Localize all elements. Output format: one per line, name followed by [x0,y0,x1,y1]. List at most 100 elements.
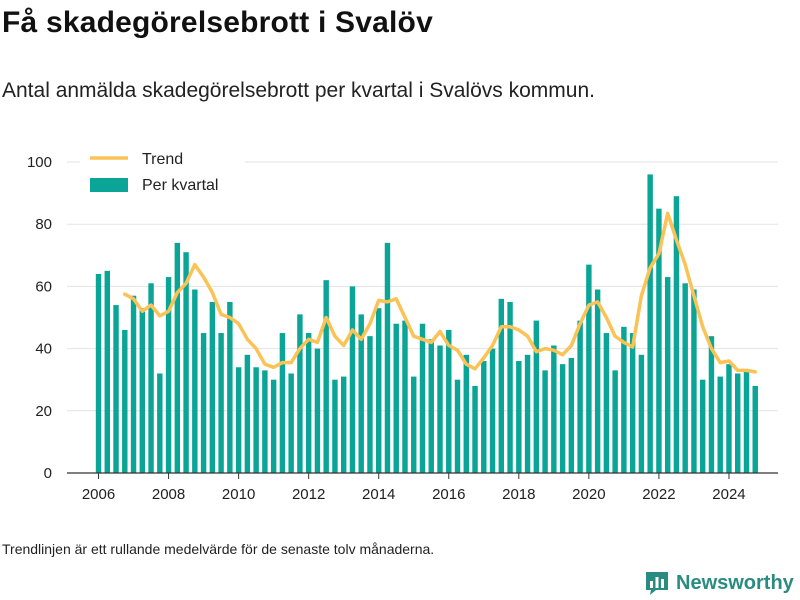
bar [629,333,636,473]
bar [358,314,364,473]
bar [209,301,216,473]
bar [647,174,653,473]
bar [270,379,277,473]
bar [594,289,601,473]
bar [507,301,513,473]
legend-bar-label: Per kvartal [142,177,218,194]
bar [752,385,758,473]
bar [244,354,251,473]
bar [314,348,321,473]
bar [174,242,181,473]
bar [183,252,189,473]
bar [664,277,671,473]
bar [559,364,566,473]
bar [288,373,294,473]
bar [297,314,303,473]
bar [95,273,102,473]
bar [699,379,706,473]
legend-bar-swatch [90,178,128,192]
bar [533,320,540,473]
axis-layer: 0 20 40 60 80 100 2006 2008 2010 2012 2014 2016 2018… [27,154,778,503]
bar-layer [95,174,758,473]
bar [305,333,312,473]
brand-name: Newsworthy [676,571,794,594]
bar [393,323,399,473]
bar [402,320,408,473]
bar [323,280,329,473]
x-tick-label: 2014 [362,486,395,503]
bar [454,379,461,473]
bar [104,270,110,473]
bar [446,329,452,473]
y-tick-label: 60 [35,278,52,295]
bar [384,242,391,473]
bar [340,376,347,473]
trend-layer [123,211,757,374]
brand-logo[interactable]: Newsworthy [645,568,794,598]
legend-background [80,146,245,202]
bar [367,336,373,473]
bar [691,289,697,473]
bar [481,361,487,473]
bar [122,329,128,473]
bar [165,277,172,473]
bar [113,305,119,473]
x-tick-label: 2024 [712,486,745,503]
bar [542,370,548,473]
bar [463,354,469,473]
bar [516,361,522,473]
bar [577,320,583,473]
bar [192,289,198,473]
bar [524,354,531,473]
bar [200,333,207,473]
bar [726,364,732,473]
x-tick-label: 2012 [292,486,325,503]
chart: 0 20 40 60 80 100 2006 2008 2010 2012 2014 2016 2018… [27,146,778,503]
y-tick-label: 100 [27,154,52,171]
bar [411,376,417,473]
bar [148,283,154,473]
x-tick-label: 2006 [82,486,115,503]
bar [551,345,557,473]
bar [437,345,443,473]
x-tick-label: 2016 [432,486,465,503]
legend[interactable]: Trend Per kvartal [80,146,245,202]
bar [612,370,618,473]
bar [235,367,242,473]
bar [708,336,715,473]
bar [673,196,680,473]
bar [227,301,233,473]
x-tick-label: 2008 [152,486,185,503]
footnote: Trendlinjen är ett rullande medelvärde f… [2,541,435,557]
bar [139,308,146,473]
page-title: Få skadegörelsebrott i Svalöv [2,6,433,39]
y-tick-label: 40 [35,341,52,358]
page-subtitle: Antal anmälda skadegörelsebrott per kvar… [2,79,595,102]
bar [735,373,741,473]
bar [349,286,356,473]
bar [489,348,496,473]
bar [253,367,259,473]
x-tick-label: 2020 [572,486,605,503]
bar [568,357,575,473]
bar [376,308,382,473]
x-tick-label: 2010 [222,486,255,503]
y-tick-label: 80 [35,216,52,233]
y-tick-label: 0 [44,465,52,482]
bar [130,295,137,473]
bar [332,379,338,473]
bar [279,333,286,473]
bar [638,354,645,473]
x-tick-label: 2022 [642,486,675,503]
bar [498,298,505,473]
legend-trend-label: Trend [142,151,183,168]
bar [262,370,268,473]
bar [218,333,224,473]
x-tick-label: 2018 [502,486,535,503]
bar [656,208,662,473]
trend-line [123,211,757,374]
bar-chart-icon [646,572,668,595]
bar [586,264,592,473]
bar [419,323,426,473]
bar [621,326,627,473]
